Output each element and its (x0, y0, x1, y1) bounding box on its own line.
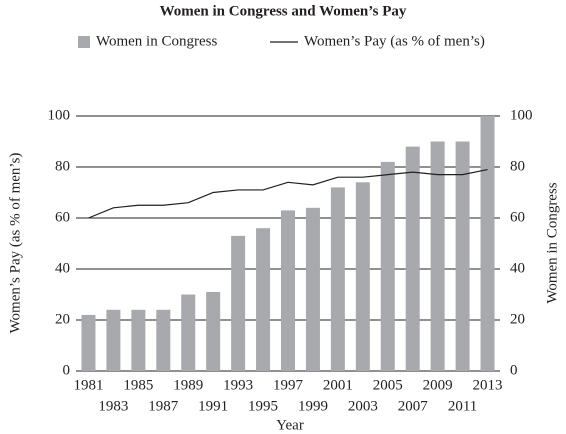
bar (430, 141, 445, 371)
x-tick-label: 2013 (473, 377, 503, 393)
x-tick-label: 1999 (298, 398, 328, 414)
line (88, 168, 488, 219)
legend-label: Women’s Pay (as % of men’s) (304, 33, 485, 49)
bar (231, 235, 246, 371)
bar (256, 228, 271, 371)
legend-swatch (78, 36, 90, 48)
bar (380, 161, 395, 371)
bar (156, 309, 171, 371)
y-tick-label: 80 (55, 158, 70, 174)
x-tick-label: 2001 (323, 377, 353, 393)
x-tick-label: 1983 (98, 398, 128, 414)
y-tick-label: 20 (55, 311, 70, 327)
y2-tick-label: 0 (510, 362, 518, 378)
bar (305, 207, 320, 371)
x-tick-label: 1987 (148, 398, 179, 414)
bar (330, 187, 345, 371)
x-tick-label: 2007 (398, 398, 429, 414)
y2-tick-label: 60 (510, 209, 525, 225)
y2-tick-label: 40 (510, 260, 525, 276)
bar (181, 294, 196, 371)
bar (131, 309, 146, 371)
x-tick-label: 1981 (73, 377, 103, 393)
x-tick-label: 2009 (423, 377, 453, 393)
legend-label: Women in Congress (96, 33, 217, 49)
bar (480, 116, 495, 371)
x-tick-label: 1985 (123, 377, 153, 393)
bar (355, 182, 370, 371)
y2-tick-label: 100 (510, 107, 533, 123)
chart-title: Women in Congress and Women’s Pay (160, 3, 407, 19)
y-tick-label: 40 (55, 260, 70, 276)
y2-axis-label: Women in Congress (544, 182, 560, 303)
y2-tick-label: 80 (510, 158, 525, 174)
y-tick-label: 60 (55, 209, 70, 225)
x-tick-label: 1991 (198, 398, 228, 414)
y2-tick-label: 20 (510, 311, 525, 327)
bar (81, 314, 96, 371)
x-axis-label: Year (276, 417, 304, 433)
bar (106, 309, 121, 371)
x-tick-label: 1993 (223, 377, 253, 393)
bar (206, 291, 221, 371)
y-axis-label: Women’s Pay (as % of men’s) (7, 153, 23, 334)
x-tick-label: 2003 (348, 398, 378, 414)
y-tick-label: 100 (48, 107, 71, 123)
x-tick-label: 2005 (373, 377, 403, 393)
bar (281, 210, 295, 371)
bar (455, 141, 470, 371)
x-tick-label: 1997 (273, 377, 304, 393)
x-tick-label: 1995 (248, 398, 278, 414)
y-tick-label: 0 (63, 362, 71, 378)
x-tick-label: 1989 (173, 377, 203, 393)
bar (405, 146, 420, 371)
x-tick-label: 2011 (448, 398, 477, 414)
